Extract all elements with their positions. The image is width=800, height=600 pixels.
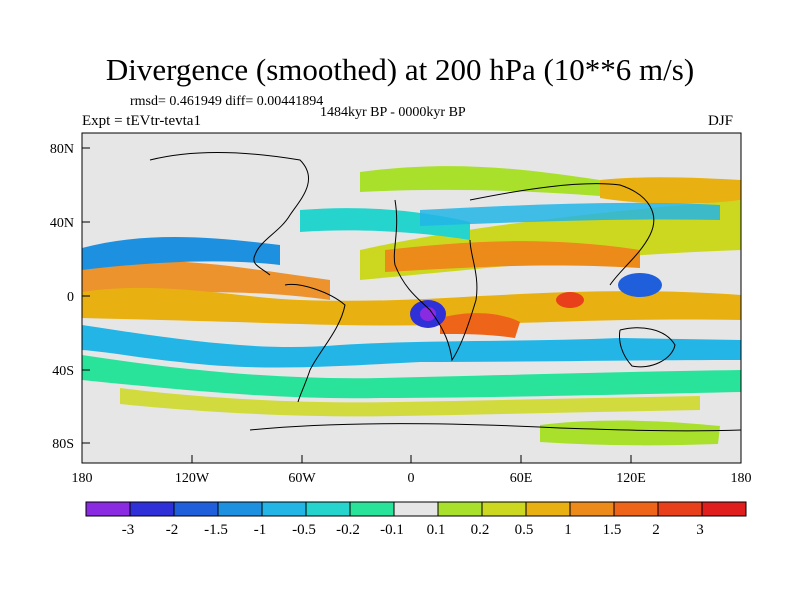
colorbar-label: -3	[122, 522, 135, 538]
red-centre-indian-ocean	[556, 292, 584, 308]
colorbar-box	[525, 501, 571, 517]
colorbar-box	[305, 501, 351, 517]
coastlines	[149, 152, 741, 432]
violet-core-africa	[420, 307, 436, 321]
colorbar-label: 1.5	[603, 522, 622, 538]
colorbar-box	[85, 501, 131, 517]
colorbar-label: 1	[564, 522, 572, 538]
colorbar-box	[129, 501, 175, 517]
sh-yellow-band	[120, 388, 700, 417]
lon-tick-label: 180	[731, 471, 752, 486]
colorbar-label: -0.1	[380, 522, 404, 538]
colorbar-box	[437, 501, 483, 517]
nh-cyan-band-asia	[420, 202, 720, 226]
colorbar-label: -0.5	[292, 522, 316, 538]
lon-tick-label: 0	[408, 471, 415, 486]
coast-africa-europe	[393, 199, 478, 362]
coast-south-america	[284, 283, 346, 403]
colorbar-box	[349, 501, 395, 517]
sh-blue-band	[82, 325, 741, 368]
colorbar-label: 2	[652, 522, 660, 538]
lat-tick-label: 80N	[50, 142, 74, 157]
lon-tick-label: 60W	[288, 471, 316, 486]
colorbar-label: 0.1	[427, 522, 446, 538]
colorbar-label: -0.2	[336, 522, 360, 538]
colorbar-box	[613, 501, 659, 517]
lon-tick-label: 180	[72, 471, 93, 486]
equatorial-red-core	[440, 313, 520, 338]
colorbar-label: -1	[254, 522, 267, 538]
blue-centre-maritime	[618, 273, 662, 297]
lon-tick-label: 60E	[510, 471, 533, 486]
lon-tick-label: 120W	[175, 471, 210, 486]
colorbar-box	[173, 501, 219, 517]
colorbar-label: -2	[166, 522, 179, 538]
colorbar-box	[217, 501, 263, 517]
lat-tick-label: 0	[67, 290, 74, 305]
colorbar-labels: -3 -2 -1.5 -1 -0.5 -0.2 -0.1 0.1 0.2 0.5…	[122, 522, 704, 538]
coast-north-america	[149, 152, 310, 276]
contour-fields	[82, 166, 741, 446]
coast-antarctica	[249, 423, 741, 432]
lat-tick-label: 40N	[50, 216, 74, 231]
period-label: 1484kyr BP - 0000kyr BP	[320, 105, 466, 120]
experiment-label: Expt = tEVtr-tevta1	[82, 113, 201, 129]
lon-tick-label: 120E	[616, 471, 646, 486]
colorbar-box	[657, 501, 703, 517]
colorbar-label: -1.5	[204, 522, 228, 538]
colorbar-box	[701, 501, 747, 517]
north-yellow-east	[600, 177, 741, 204]
lat-tick-label: 40S	[52, 364, 74, 379]
coast-asia	[469, 183, 655, 286]
colorbar-box	[261, 501, 307, 517]
stats-line: rmsd= 0.461949 diff= 0.00441894	[130, 94, 324, 109]
colorbar-box	[393, 501, 439, 517]
antarctic-green-patch	[540, 420, 720, 446]
nh-blue-band-pacific	[82, 237, 280, 270]
lat-axis: 80N 40N 0 40S 80S	[50, 142, 90, 452]
colorbar-label: 0.2	[471, 522, 490, 538]
nh-orange-band-africa	[385, 241, 640, 272]
lat-tick-label: 80S	[52, 437, 74, 452]
sh-green-band	[82, 355, 741, 399]
colorbar-label: 0.5	[515, 522, 534, 538]
lon-axis: 180 120W 60W 0 60E 120E 180	[72, 455, 752, 486]
season-label: DJF	[708, 113, 734, 129]
colorbar-label: 3	[696, 522, 704, 538]
colorbar-box	[569, 501, 615, 517]
coast-australia	[619, 327, 676, 368]
colorbar	[85, 501, 747, 517]
map-title: Divergence (smoothed) at 200 hPa (10**6 …	[105, 52, 695, 87]
colorbar-box	[481, 501, 527, 517]
